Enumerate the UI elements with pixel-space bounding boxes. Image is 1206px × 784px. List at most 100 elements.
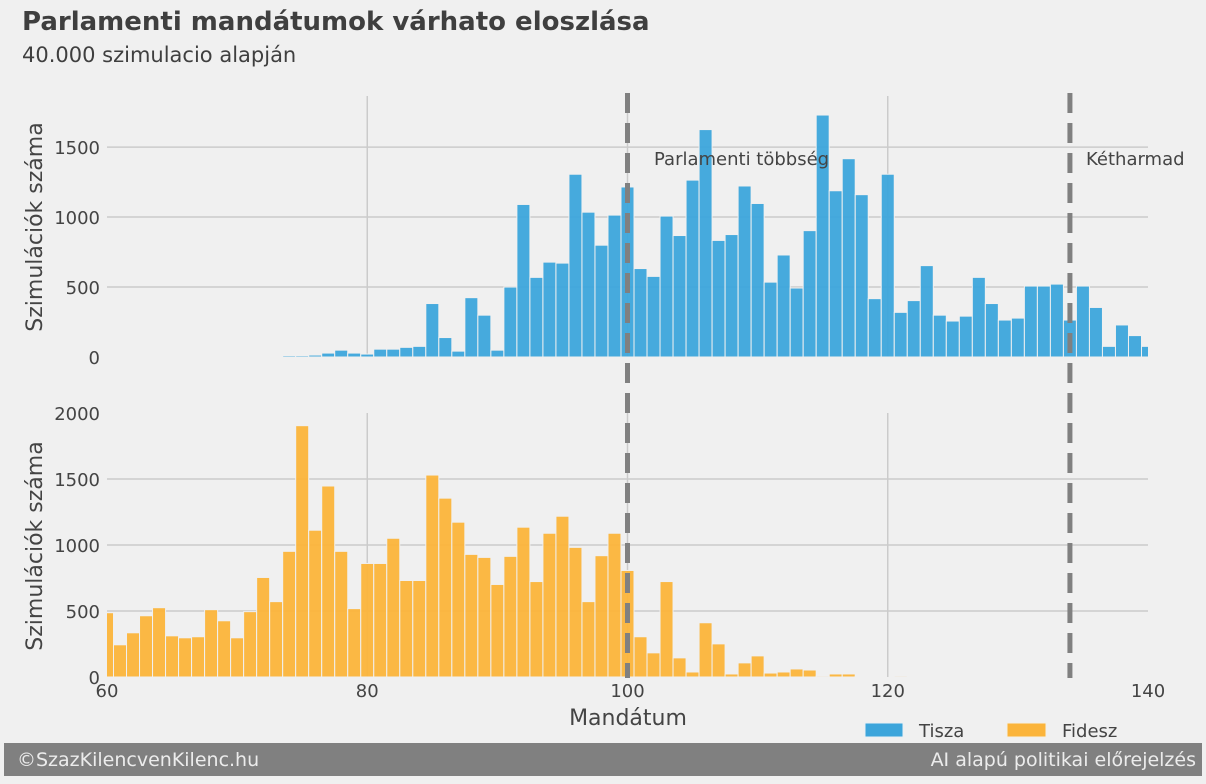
- tisza-bar-122: [907, 301, 920, 357]
- x-tick-label: 140: [1131, 681, 1165, 702]
- tisza-bar-123: [920, 266, 933, 357]
- y-tick-label: 1000: [54, 536, 100, 557]
- tisza-bar-91: [504, 287, 517, 357]
- fidesz-bar-98: [595, 556, 608, 677]
- tisza-bar-113: [790, 288, 803, 357]
- fidesz-bar-110: [751, 656, 764, 677]
- fidesz-bar-72: [257, 577, 270, 677]
- fidesz-bar-65: [166, 636, 179, 677]
- chart-title: Parlamenti mandátumok várhato eloszlása: [22, 7, 650, 37]
- fidesz-bar-105: [686, 672, 699, 677]
- tisza-bar-98: [595, 245, 608, 357]
- fidesz-bar-82: [387, 538, 400, 677]
- tisza-bar-101: [634, 269, 647, 357]
- fidesz-bar-83: [400, 581, 413, 677]
- tisza-bar-127: [972, 277, 985, 357]
- fidesz-bar-71: [244, 612, 257, 677]
- tisza-bar-114: [803, 231, 816, 357]
- legend-label-fidesz: Fidesz: [1062, 721, 1117, 742]
- tisza-bar-118: [855, 195, 868, 357]
- footer-bar: ©SzazKilencvenKilenc.hu AI alapú politik…: [4, 743, 1202, 776]
- legend-label-tisza: Tisza: [918, 721, 964, 742]
- tisza-bar-93: [530, 277, 543, 357]
- y-tick-label: 500: [66, 602, 100, 623]
- tisza-bar-81: [374, 349, 387, 357]
- fidesz-bar-90: [491, 584, 504, 677]
- fidesz-bar-66: [179, 638, 192, 677]
- tisza-bar-83: [400, 347, 413, 357]
- top-y-axis-label: Szimulációk száma: [23, 122, 48, 331]
- tisza-bar-111: [764, 282, 777, 357]
- tisza-bar-110: [751, 203, 764, 357]
- tisza-bar-100: [621, 187, 634, 357]
- tisza-bar-76: [309, 355, 322, 357]
- two-thirds-label: Kétharmad: [1086, 149, 1185, 170]
- fidesz-bar-99: [608, 533, 621, 677]
- tisza-bar-107: [712, 240, 725, 357]
- tisza-bar-94: [543, 262, 556, 357]
- tisza-bar-96: [569, 174, 582, 357]
- tisza-bar-121: [894, 312, 907, 357]
- tisza-bar-120: [881, 174, 894, 357]
- tisza-bar-124: [933, 315, 946, 357]
- fidesz-bar-73: [270, 602, 283, 677]
- fidesz-bar-106: [699, 623, 712, 677]
- legend: Tisza Fidesz: [865, 721, 1117, 742]
- fidesz-bar-95: [556, 516, 569, 677]
- fidesz-bar-62: [127, 633, 140, 677]
- fidesz-bar-103: [660, 582, 673, 677]
- footer-tagline: AI alapú politikai előrejelzés: [931, 749, 1196, 771]
- fidesz-bar-81: [374, 563, 387, 677]
- fidesz-bar-69: [218, 621, 231, 677]
- fidesz-bar-75: [296, 426, 309, 677]
- fidesz-bar-109: [738, 663, 751, 677]
- x-tick-label: 100: [610, 681, 644, 702]
- tisza-bar-99: [608, 215, 621, 357]
- tisza-bar-85: [426, 304, 439, 357]
- tisza-bar-92: [517, 204, 530, 357]
- x-axis-label: Mandátum: [569, 706, 687, 731]
- y-tick-label: 1500: [54, 138, 100, 159]
- fidesz-bar-102: [647, 653, 660, 677]
- fidesz-bar-84: [413, 581, 426, 677]
- fidesz-bar-79: [348, 609, 361, 677]
- tisza-bar-103: [660, 216, 673, 357]
- x-tick-label: 80: [356, 681, 379, 702]
- fidesz-bar-63: [140, 616, 153, 677]
- fidesz-bar-67: [192, 637, 205, 677]
- tisza-bar-90: [491, 350, 504, 357]
- tisza-bar-79: [348, 353, 361, 357]
- fidesz-bar-78: [335, 551, 348, 677]
- fidesz-bar-116: [829, 674, 842, 677]
- fidesz-bar-60: [100, 613, 113, 677]
- tisza-bar-125: [946, 321, 959, 357]
- fidesz-bar-80: [361, 563, 374, 677]
- tisza-bar-130: [1011, 318, 1024, 357]
- bottom-y-axis-label: Szimulációk száma: [23, 441, 48, 650]
- fidesz-bar-117: [842, 674, 855, 677]
- tisza-bar-126: [959, 316, 972, 357]
- fidesz-bar-64: [153, 608, 166, 677]
- fidesz-bar-121: [894, 676, 907, 677]
- tisza-bar-87: [452, 351, 465, 357]
- tisza-bar-112: [777, 255, 790, 357]
- tisza-bar-135: [1076, 286, 1089, 357]
- tisza-bar-105: [686, 180, 699, 357]
- tisza-bar-84: [413, 346, 426, 357]
- x-tick-label: 120: [871, 681, 905, 702]
- y-tick-label: 2000: [54, 404, 100, 425]
- tisza-bar-82: [387, 349, 400, 357]
- tisza-bar-139: [1128, 336, 1141, 357]
- fidesz-bar-74: [283, 551, 296, 677]
- chart-subtitle: 40.000 szimulacio alapján: [22, 43, 296, 67]
- tisza-bar-80: [361, 354, 374, 357]
- tisza-bar-131: [1024, 286, 1037, 357]
- fidesz-bar-93: [530, 582, 543, 677]
- fidesz-bar-89: [478, 557, 491, 677]
- fidesz-bar-77: [322, 486, 335, 677]
- tisza-bar-129: [998, 320, 1011, 357]
- fidesz-bar-112: [777, 672, 790, 677]
- footer-copyright: ©SzazKilencvenKilenc.hu: [17, 749, 259, 771]
- fidesz-histogram: [100, 426, 907, 677]
- y-tick-label: 500: [66, 278, 100, 299]
